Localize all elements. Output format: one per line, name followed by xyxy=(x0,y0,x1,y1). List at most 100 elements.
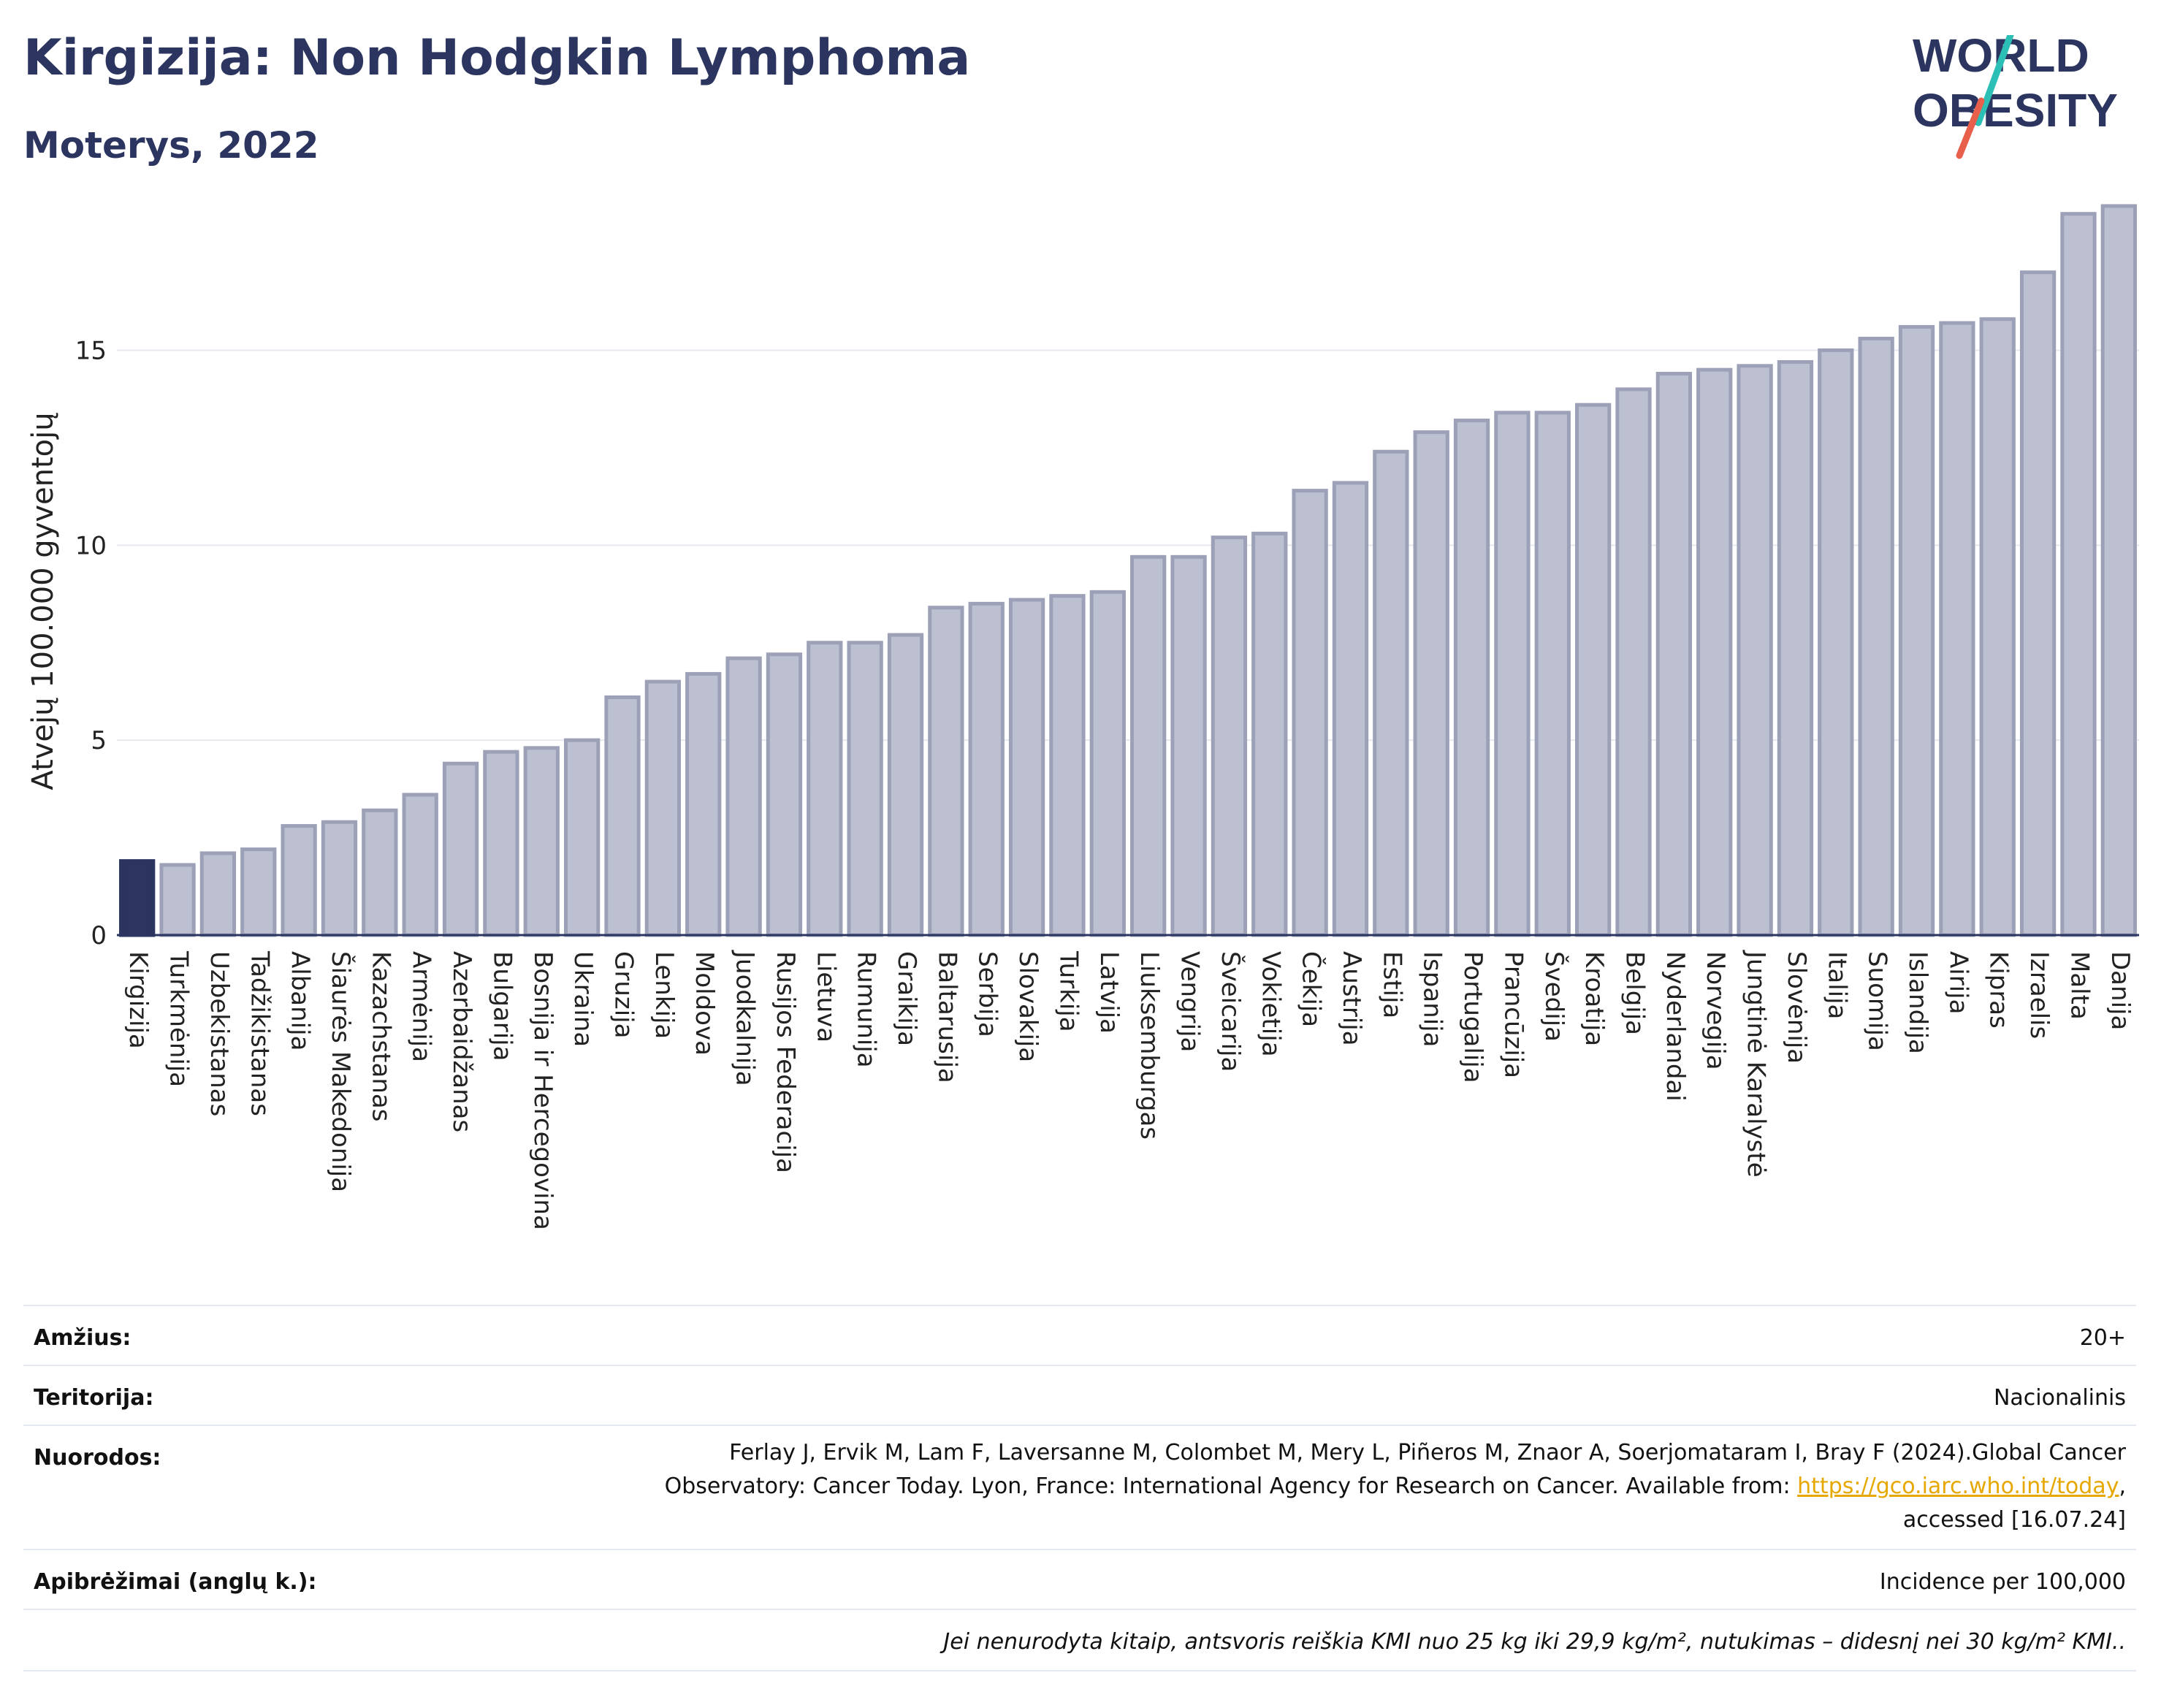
x-tick-label: Tadžikistanas xyxy=(245,950,274,1116)
x-tick-label: Moldova xyxy=(690,951,719,1056)
y-tick-label: 5 xyxy=(91,726,107,755)
meta-territory-value: Nacionalinis xyxy=(1993,1385,2126,1411)
reference-line-1: Ferlay J, Ervik M, Lam F, Laversanne M, … xyxy=(729,1440,2126,1465)
x-tick-label: Uzbekistanas xyxy=(205,951,234,1116)
x-tick-label: Nyderlandai xyxy=(1661,951,1690,1102)
x-tick-label: Gruzija xyxy=(609,951,639,1038)
x-tick-label: Prancūzija xyxy=(1498,951,1528,1078)
bar xyxy=(928,606,964,937)
logo-slash-red xyxy=(1956,97,1985,159)
x-tick-label: Švedija xyxy=(1539,951,1569,1042)
bar xyxy=(1292,489,1328,937)
x-tick-label: Kroatija xyxy=(1579,951,1609,1046)
bar xyxy=(1008,598,1045,937)
reference-line-2-end: , xyxy=(2119,1473,2126,1499)
bar xyxy=(1615,387,1652,937)
x-tick-label: Ispanija xyxy=(1418,951,1447,1047)
x-tick-label: Slovėnija xyxy=(1782,951,1811,1064)
meta-territory-label: Teritorija: xyxy=(34,1385,154,1411)
meta-age-value: 20+ xyxy=(2079,1325,2126,1351)
bar xyxy=(1453,419,1490,937)
meta-row-territory: Teritorija: Nacionalinis xyxy=(23,1365,2136,1426)
bar xyxy=(1939,321,1975,937)
x-tick-label: Austrija xyxy=(1337,951,1366,1046)
bar xyxy=(1777,359,1814,937)
bar xyxy=(1494,411,1531,937)
bar xyxy=(1574,403,1612,937)
x-tick-label: Rusijos Federacija xyxy=(771,951,800,1173)
bar xyxy=(1332,481,1369,937)
bar xyxy=(1818,348,1854,937)
bar xyxy=(2019,270,2057,937)
x-tick-label: Čekija xyxy=(1297,951,1327,1027)
bar xyxy=(2060,212,2097,937)
x-tick-label: Turkmėnija xyxy=(164,950,194,1087)
bar xyxy=(1211,535,1248,937)
bar xyxy=(1049,594,1086,937)
x-tick-label: Azerbaidžanas xyxy=(447,951,476,1132)
bar xyxy=(1170,554,1207,937)
x-tick-label: Airija xyxy=(1943,951,1973,1014)
chart-title: Kirgizija: Non Hodgkin Lymphoma xyxy=(23,29,971,87)
reference-link[interactable]: https://gco.iarc.who.int/today xyxy=(1797,1473,2119,1499)
bar xyxy=(281,824,317,937)
meta-definitions-label: Apibrėžimai (anglų k.): xyxy=(34,1569,317,1595)
x-tick-label: Vengrija xyxy=(1175,951,1205,1052)
logo-word-obesity: OBESITY xyxy=(1913,84,2118,137)
reference-line-2-text: Observatory: Cancer Today. Lyon, France:… xyxy=(664,1473,1798,1499)
x-tick-label: Lenkija xyxy=(649,951,679,1039)
bar xyxy=(1089,590,1126,937)
bar xyxy=(1130,554,1167,937)
x-tick-label: Šveicarija xyxy=(1216,951,1246,1072)
x-tick-label: Jungtinė Karalystė xyxy=(1742,950,1771,1178)
bar xyxy=(1251,531,1288,937)
x-tick-label: Kipras xyxy=(1984,951,2013,1029)
x-tick-label: Danija xyxy=(2105,951,2135,1030)
x-tick-label: Baltarusija xyxy=(932,951,961,1083)
meta-references-value: Ferlay J, Ervik M, Lam F, Laversanne M, … xyxy=(665,1436,2126,1537)
meta-row-age: Amžius: 20+ xyxy=(23,1305,2136,1366)
footnote: Jei nenurodyta kitaip, antsvoris reiškia… xyxy=(943,1629,2126,1655)
bar xyxy=(847,641,883,937)
bar xyxy=(887,633,924,937)
x-tick-label: Estija xyxy=(1377,951,1406,1018)
bar xyxy=(563,738,601,937)
x-tick-label: Armėnija xyxy=(407,951,436,1062)
x-tick-label: Juodkalnija xyxy=(731,950,760,1086)
x-tick-label: Malta xyxy=(2065,951,2094,1020)
x-tick-label: Turkija xyxy=(1053,950,1083,1032)
x-tick-label: Latvija xyxy=(1094,951,1124,1034)
meta-row-footnote: Jei nenurodyta kitaip, antsvoris reiškia… xyxy=(23,1609,2136,1671)
x-tick-label: Lietuva xyxy=(811,951,840,1042)
bar xyxy=(442,761,479,937)
x-tick-label: Albanija xyxy=(286,951,315,1051)
bar xyxy=(199,851,237,937)
bar xyxy=(685,671,722,937)
bar xyxy=(240,847,277,937)
logo-slash-teal xyxy=(1975,35,2014,126)
x-tick-label: Ukraina xyxy=(568,951,598,1047)
bar xyxy=(119,859,156,937)
bar xyxy=(968,601,1005,937)
bar xyxy=(1979,317,2016,937)
bar xyxy=(766,652,803,937)
y-tick-label: 0 xyxy=(91,921,107,950)
bar xyxy=(159,863,196,937)
x-tick-label: Izraelis xyxy=(2024,951,2054,1039)
bar xyxy=(321,820,358,937)
bar xyxy=(1413,430,1449,937)
x-tick-label: Suomija xyxy=(1863,951,1892,1051)
x-tick-label: Bosnija ir Hercegovina xyxy=(528,951,557,1230)
x-tick-label: Graikija xyxy=(892,951,921,1046)
x-tick-label: Kazachstanas xyxy=(366,951,395,1121)
reference-line-2: Observatory: Cancer Today. Lyon, France:… xyxy=(665,1470,2126,1503)
x-tick-label: Vokietija xyxy=(1256,951,1285,1057)
y-axis-label: Atvejų 100.000 gyventojų xyxy=(26,412,60,790)
bar xyxy=(483,750,519,937)
bar xyxy=(1898,324,1935,937)
bar xyxy=(1655,371,1693,937)
bar-chart: 0 5 10 15 Atvejų 100.000 gyventojų Kirgizija T… xyxy=(26,204,2139,1230)
world-obesity-logo: WORLD OBESITY xyxy=(1913,35,2118,159)
meta-references-label: Nuorodos: xyxy=(34,1445,161,1471)
x-tick-label: Serbija xyxy=(973,951,1002,1037)
